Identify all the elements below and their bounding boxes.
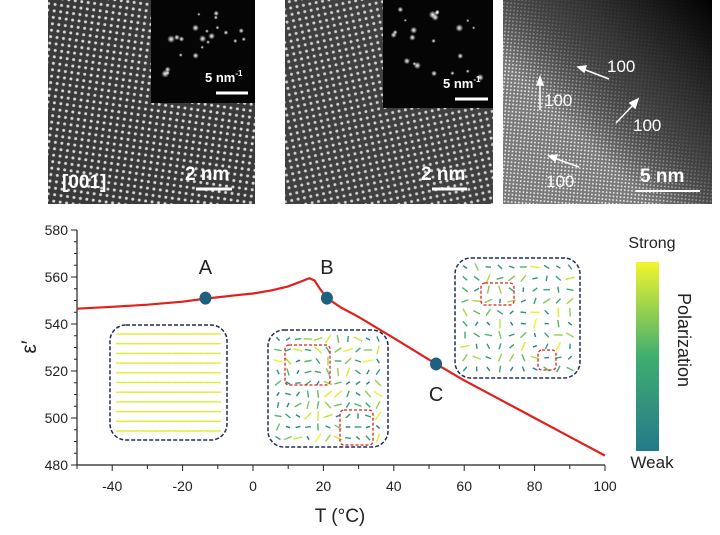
marker-c [430, 357, 442, 370]
diffraction-spot [409, 34, 415, 40]
diffraction-spot [431, 39, 435, 43]
polarization-arrow [476, 344, 477, 349]
direction-label: 100 [607, 57, 635, 76]
scale-bar-label: 5 nm [640, 166, 684, 187]
diffraction-spot [208, 33, 215, 40]
permittivity-chart: -40 -20 0 20 40 60 80 100 480 500 520 540 560 580 A B C… [18, 222, 694, 527]
diffraction-spot [398, 7, 404, 13]
zone-axis-label: [001] [62, 172, 106, 193]
diffraction-spot [224, 30, 229, 35]
diffraction-spot [455, 24, 463, 32]
polarization-arrow [521, 312, 526, 313]
y-tick-label: 560 [45, 269, 69, 285]
x-tick-label: 60 [456, 478, 472, 494]
direction-label: 100 [546, 172, 574, 191]
x-tick-label: 100 [593, 478, 617, 494]
x-tick-label: 20 [316, 478, 332, 494]
diffraction-spot [206, 40, 210, 44]
colorbar-min-label: Weak [630, 453, 674, 472]
direction-label: 100 [544, 91, 572, 110]
diffraction-spot [213, 11, 218, 16]
polarization-arrow [295, 383, 300, 384]
diffraction-spot [200, 45, 204, 49]
polarization-arrow [345, 438, 351, 439]
marker-b [321, 292, 333, 305]
diffraction-spot [242, 37, 246, 41]
diffraction-spot [466, 69, 470, 73]
diffraction-spot [179, 53, 183, 57]
polarization-arrow [558, 287, 559, 293]
diffraction-spot [214, 15, 218, 19]
polarization-arrow [472, 301, 481, 302]
diffraction-spot [450, 71, 454, 75]
scale-bar-label: 2 nm [185, 164, 229, 185]
x-tick-label: 40 [386, 478, 402, 494]
diffraction-spot [457, 53, 463, 59]
marker-label: B [320, 257, 333, 279]
polarization-arrow [305, 427, 311, 428]
colorbar: Strong Weak Polarization [628, 235, 694, 472]
diffraction-spot [431, 70, 437, 76]
polarization-arrow [308, 391, 309, 398]
polarization-arrow [570, 308, 571, 316]
marker-a [199, 292, 211, 305]
y-tick-label: 480 [45, 457, 69, 473]
polarization-inset-b [268, 330, 388, 447]
diffraction-spot [193, 53, 199, 59]
polarization-arrow [558, 307, 559, 317]
diffraction-spot [404, 19, 407, 22]
diffraction-spot [166, 71, 170, 75]
polarization-arrow [295, 339, 301, 340]
polarization-arrow [521, 323, 526, 324]
marker-label: A [199, 257, 213, 279]
diffraction-spot [197, 13, 200, 16]
diffraction-spot [414, 62, 421, 69]
direction-label: 100 [633, 116, 661, 135]
scale-bar-label: 2 nm [421, 164, 465, 185]
polarization-arrow [278, 402, 279, 408]
y-tick-label: 520 [45, 363, 69, 379]
x-tick-label: -40 [102, 478, 122, 494]
micrograph-panel-2: 5 nm-1 2 nm [285, 0, 493, 204]
micrograph-panel-1: 5 nm-1 [001] 2 nm [48, 0, 255, 204]
micrograph-panel-3: 100 100 100 100 5 nm [503, 0, 712, 204]
colorbar-title: Polarization [674, 293, 694, 387]
diffraction-spot [174, 34, 180, 40]
fft-inset-1: 5 nm-1 [151, 0, 255, 103]
y-tick-label: 540 [45, 316, 69, 332]
diffraction-spot [205, 29, 209, 33]
x-axis-label: T (°C) [315, 506, 366, 527]
diffraction-spot [199, 35, 206, 42]
x-tick-label: 80 [527, 478, 543, 494]
diffraction-spot [472, 26, 475, 29]
diffraction-spot [216, 26, 220, 30]
diffraction-spot [466, 19, 469, 22]
fft-inset-2: 5 nm-1 [383, 0, 493, 108]
colorbar-gradient [636, 262, 659, 451]
diffraction-spot [233, 39, 237, 43]
polarization-arrow [318, 390, 319, 398]
polarization-inset-c [455, 258, 580, 378]
marker-label: C [429, 384, 443, 406]
y-tick-label: 580 [45, 222, 69, 238]
y-axis-label: ε′ [18, 340, 41, 353]
diffraction-spot [435, 10, 440, 15]
diffraction-spot [167, 35, 175, 43]
diffraction-spot [391, 32, 397, 38]
polarization-inset-a [110, 325, 227, 440]
colorbar-max-label: Strong [628, 235, 675, 252]
diffraction-spot [404, 58, 410, 64]
diffraction-spot [239, 28, 244, 33]
diffraction-spot [192, 24, 199, 31]
polarization-arrow [348, 336, 349, 342]
x-tick-label: -20 [172, 478, 192, 494]
polarization-arrow [338, 368, 339, 376]
x-tick-label: 0 [249, 478, 257, 494]
y-tick-label: 500 [45, 410, 69, 426]
diffraction-spot [410, 27, 417, 34]
